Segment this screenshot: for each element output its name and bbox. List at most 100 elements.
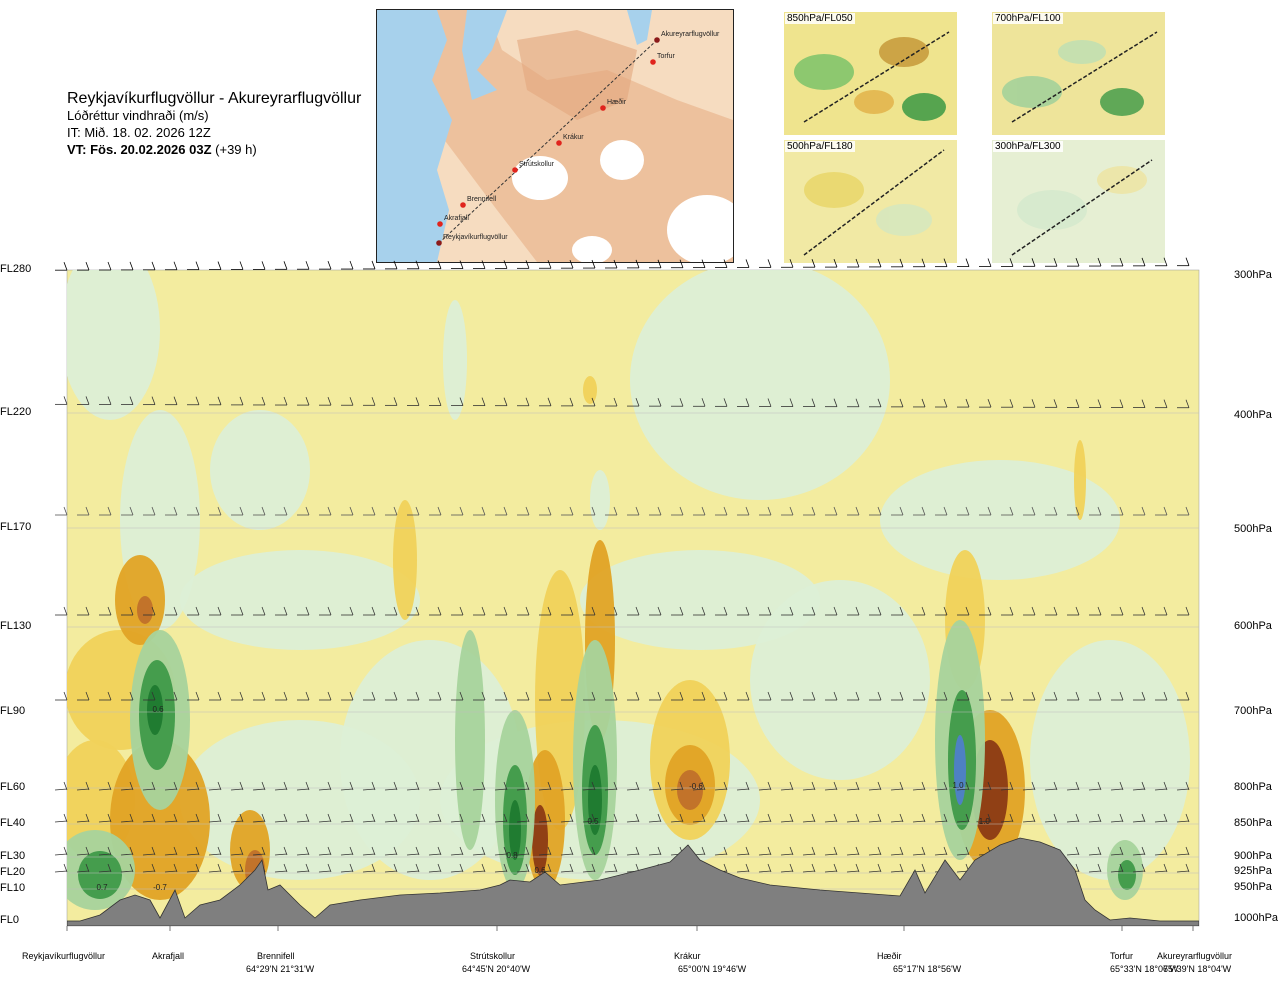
wind-barb-shaft [318, 788, 332, 791]
wind-barb-flag [85, 846, 90, 856]
wind-barb-flag [1053, 399, 1058, 408]
wind-barb-flag [613, 691, 618, 701]
wind-barb-flag [437, 691, 442, 701]
wind-barb-flag [261, 261, 266, 270]
wind-barb-shaft [912, 853, 926, 856]
wind-barb-flag [459, 397, 464, 406]
wind-barb-shaft [802, 820, 816, 823]
wind-barb-shaft [582, 870, 596, 873]
wind-barb-flag [415, 606, 420, 616]
wind-barb-flag [85, 261, 90, 271]
wind-barb-flag [547, 397, 552, 406]
wind-barb-flag [987, 813, 992, 823]
wind-barb-flag [591, 691, 596, 701]
wind-barb-flag [965, 846, 970, 856]
wind-barb-flag [327, 397, 332, 406]
wind-barb-flag [393, 606, 398, 616]
wind-barb-flag [459, 506, 464, 516]
wind-barb-shaft [846, 870, 860, 873]
wind-barb-flag [613, 863, 618, 873]
wind-barb-flag [525, 863, 530, 873]
velocity-contour [880, 460, 1120, 580]
wind-barb-shaft [406, 820, 420, 823]
wind-barb-flag [965, 781, 970, 791]
wind-barb-flag [305, 506, 310, 516]
wind-barb-shaft [76, 820, 90, 823]
wind-barb-flag [437, 863, 442, 873]
wind-barb-shaft [582, 820, 596, 823]
velocity-contour [1118, 860, 1136, 890]
wind-barb-flag [701, 846, 706, 856]
wind-barb-flag [701, 398, 706, 407]
wind-barb-flag [393, 691, 398, 701]
wind-barb-flag [481, 863, 486, 873]
wind-barb-flag [811, 606, 816, 616]
wind-barb-flag [239, 813, 244, 823]
wind-barb-flag [1163, 257, 1168, 266]
wind-barb-flag [657, 259, 662, 268]
wind-barb-shaft [472, 870, 486, 873]
wind-barb-flag [173, 691, 178, 701]
wind-barb-flag [1119, 863, 1124, 873]
wind-barb-shaft [274, 820, 288, 823]
wind-barb-flag [899, 813, 904, 823]
wind-barb-flag [459, 260, 464, 269]
wind-barb-shaft [274, 870, 288, 873]
wind-barb-flag [239, 396, 244, 406]
wind-barb-flag [173, 396, 178, 405]
wind-barb-flag [635, 781, 640, 791]
wind-barb-flag [261, 396, 266, 406]
wind-barb-flag [569, 506, 574, 516]
wind-barb-flag [591, 397, 596, 407]
wind-barb-flag [63, 506, 68, 516]
wind-barb-flag [767, 398, 772, 407]
wind-barb-shaft [340, 853, 354, 856]
wind-barb-flag [283, 846, 288, 856]
pressure-level-label: 400hPa [1234, 409, 1272, 421]
wind-barb-flag [371, 781, 376, 791]
wind-barb-flag [811, 398, 816, 407]
wind-barb-flag [107, 506, 112, 516]
wind-barb-flag [107, 691, 112, 701]
wind-barb-flag [481, 397, 486, 406]
flight-level-label: FL30 [0, 850, 26, 862]
wind-barb-flag [1119, 781, 1124, 791]
wind-barb-shaft [54, 870, 68, 873]
route-title: Reykjavíkurflugvöllur - Akureyrarflugvöl… [67, 90, 362, 107]
location-name: Strútskollur [470, 951, 516, 961]
wind-barb-flag [415, 781, 420, 791]
wind-barb-flag [1075, 506, 1080, 516]
velocity-contour [455, 630, 485, 850]
wind-barb-flag [261, 781, 266, 791]
wind-barb-flag [393, 863, 398, 873]
wind-barb-shaft [384, 820, 398, 823]
wind-barb-flag [305, 813, 310, 823]
velocity-contour [110, 740, 210, 900]
wind-barb-flag [833, 606, 838, 616]
wind-barb-shaft [714, 853, 728, 856]
wind-barb-flag [657, 813, 662, 823]
wind-barb-shaft [736, 870, 750, 873]
wind-barb-shaft [780, 870, 794, 873]
wind-barb-shaft [670, 820, 684, 823]
wind-barb-flag [1097, 691, 1102, 701]
wind-barb-flag [569, 397, 574, 407]
wind-barb-flag [349, 691, 354, 701]
mini-map-850-label: 850hPa/FL050 [785, 13, 855, 24]
wind-barb-shaft [494, 870, 508, 873]
wind-barb-flag [833, 506, 838, 516]
wind-barb-shaft [780, 788, 794, 791]
wind-barb-flag [349, 781, 354, 791]
wind-barb-flag [415, 397, 420, 406]
wind-barb-flag [1185, 863, 1190, 873]
wind-barb-flag [745, 398, 750, 407]
wind-barb-flag [1053, 813, 1058, 823]
chart-title-block: Reykjavíkurflugvöllur - Akureyrarflugvöl… [67, 90, 361, 158]
wind-barb-shaft [802, 853, 816, 856]
wind-barb-flag [151, 691, 156, 701]
route-map: Akureyrarflugvöllur Torfur Hæðir Krákur Strú… [376, 9, 734, 263]
velocity-contour [1030, 640, 1190, 880]
wind-barb-shaft [868, 870, 882, 873]
location-name: Akureyrarflugvöllur [1157, 951, 1233, 961]
flight-level-label: FL90 [0, 705, 26, 717]
